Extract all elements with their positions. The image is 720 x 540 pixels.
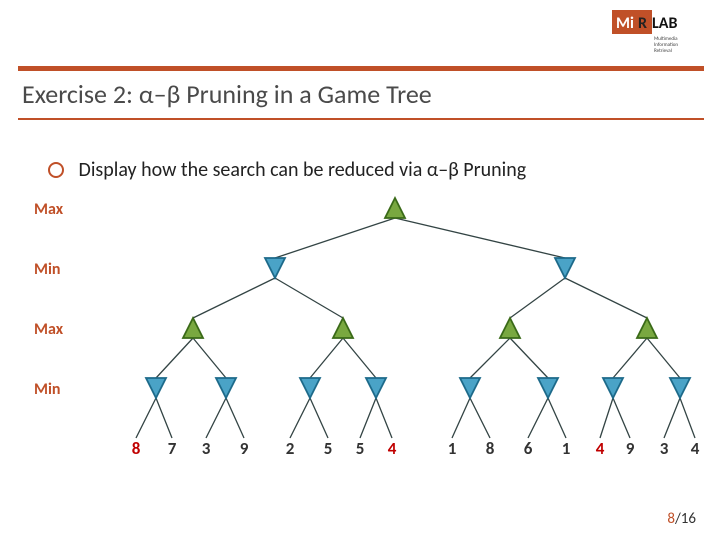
page-total: 16 — [681, 510, 696, 528]
page-number: 8/16 — [667, 510, 696, 528]
game-tree: 8739255418614934 — [0, 188, 720, 468]
leaf-value-12: 4 — [596, 438, 605, 459]
bullet-text: Display how the search can be reduced vi… — [79, 158, 527, 182]
leaf-value-5: 5 — [324, 438, 333, 459]
max-node-l2-3 — [637, 318, 657, 338]
rule-top — [18, 66, 704, 71]
leaf-value-7: 4 — [388, 438, 397, 459]
leaf-value-13: 9 — [626, 438, 635, 459]
leaf-value-0: 8 — [132, 438, 141, 459]
logo: Mi R LAB Multimedia Information Retrieva… — [612, 10, 698, 54]
logo-mi: Mi — [616, 14, 634, 33]
leaf-value-1: 7 — [168, 438, 177, 459]
bullet-icon — [48, 162, 64, 178]
leaf-value-2: 3 — [202, 438, 211, 459]
min-node-l1-0 — [265, 258, 285, 278]
min-node-l3-7 — [670, 378, 690, 398]
max-node-l2-1 — [333, 318, 353, 338]
leaf-value-15: 4 — [691, 438, 700, 459]
leaf-value-9: 8 — [486, 438, 495, 459]
max-node-l0-0 — [385, 198, 405, 218]
min-node-l1-1 — [555, 258, 575, 278]
svg-text:Retrieval: Retrieval — [654, 48, 672, 54]
rule-under-title — [18, 118, 704, 120]
min-node-l3-1 — [216, 378, 236, 398]
leaf-value-8: 1 — [448, 438, 457, 459]
min-node-l3-0 — [146, 378, 166, 398]
min-node-l3-2 — [300, 378, 320, 398]
logo-lab: LAB — [652, 14, 677, 33]
min-node-l3-4 — [460, 378, 480, 398]
leaf-value-11: 1 — [562, 438, 571, 459]
min-node-l3-3 — [366, 378, 386, 398]
leaf-value-14: 3 — [660, 438, 669, 459]
leaf-value-4: 2 — [286, 438, 295, 459]
leaf-value-10: 6 — [524, 438, 533, 459]
min-node-l3-5 — [538, 378, 558, 398]
min-node-l3-6 — [603, 378, 623, 398]
max-node-l2-2 — [500, 318, 520, 338]
logo-r: R — [638, 14, 647, 33]
leaf-value-6: 5 — [356, 438, 365, 459]
leaf-value-3: 9 — [240, 438, 249, 459]
bullet-line: Display how the search can be reduced vi… — [48, 158, 690, 182]
page-current: 8 — [667, 510, 675, 528]
slide-title: Exercise 2: α–β Pruning in a Game Tree — [22, 78, 432, 110]
max-node-l2-0 — [183, 318, 203, 338]
